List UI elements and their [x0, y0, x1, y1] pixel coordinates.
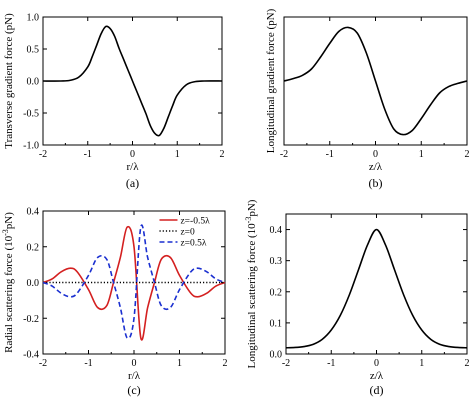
plot-frame [285, 213, 468, 355]
y-tick-label: -1.0 [23, 141, 39, 152]
y-tick-label: -0.2 [23, 314, 39, 325]
y-axis-label: Longitudinal scattering force (10-3pN) [244, 199, 258, 368]
chart-panel-d: -2 -1 0 1 2 0.0 0.1 0.2 0.3 0.4 z/λ Longitudinal sc… [244, 199, 470, 397]
series-line-b-0 [283, 26, 468, 136]
panel-label: (c) [127, 383, 140, 397]
series-line-c-2 [42, 224, 226, 340]
x-tick-label: -1 [84, 358, 92, 369]
y-tick-label: 0.0 [27, 278, 40, 289]
y-axis-label: Transverse gradient force (pN) [3, 13, 15, 149]
x-tick-label: -2 [282, 358, 290, 369]
x-tick-label: 1 [177, 358, 182, 369]
chart-panel-a: -2 -1 0 1 2 -1.0 -0.5 0.0 0.5 1.0 r/λ Transverse gr… [3, 13, 225, 191]
legend-entry: z=0.5λ [180, 239, 206, 249]
panel-label: (a) [126, 176, 139, 190]
series-line-a-0 [42, 25, 223, 137]
x-tick-label: 1 [419, 149, 424, 160]
legend-entry: z=-0.5λ [180, 217, 210, 227]
x-tick-label: 0 [374, 358, 379, 369]
y-tick-label: 0.0 [27, 77, 40, 88]
x-tick-label: -2 [280, 149, 288, 160]
chart-panel-b: -2 -1 0 1 2 z/λ Longitudinal gradient force (p… [265, 8, 470, 190]
y-axis-label-main: Radial scattering force (10 [3, 235, 15, 352]
y-axis-label-main: Longitudinal scattering force (10 [246, 223, 258, 369]
x-tick-label: 0 [132, 358, 137, 369]
y-tick-label: 0.1 [270, 318, 283, 329]
series-line-c-0 [42, 225, 226, 341]
y-axis-label: Radial scattering force (10-3pN) [1, 212, 15, 353]
y-tick-label: 1.0 [27, 13, 40, 24]
x-tick-label: 0 [373, 149, 378, 160]
x-axis-label: z/λ [369, 161, 383, 173]
panel-label: (d) [370, 383, 384, 397]
y-axis-label-sup: -3 [244, 217, 253, 224]
y-tick-label: 0.2 [27, 242, 40, 253]
x-tick-label: -1 [326, 149, 334, 160]
chart-panel-c: -2 -1 0 1 2 -0.4 -0.2 0.0 0.2 0.4 r/λ Radial scatte… [1, 207, 228, 398]
x-tick-label: -2 [39, 358, 47, 369]
y-tick-label: 0.3 [270, 256, 283, 267]
x-axis-label: z/λ [370, 370, 384, 382]
legend: z=-0.5λz=0z=0.5λ [159, 217, 210, 249]
x-axis-label: r/λ [126, 161, 139, 173]
y-tick-label: 0.5 [27, 45, 40, 56]
x-tick-label: -1 [327, 358, 335, 369]
y-axis-label-sup: -3 [1, 229, 10, 236]
x-tick-label: 1 [419, 358, 424, 369]
x-tick-label: 1 [175, 149, 180, 160]
x-tick-label: 2 [465, 149, 470, 160]
y-axis-label-tail: pN) [246, 199, 258, 216]
y-axis-label: Longitudinal gradient force (pN) [265, 8, 277, 153]
x-tick-label: 2 [223, 358, 228, 369]
x-tick-label: 2 [465, 358, 470, 369]
y-tick-label: -0.5 [23, 109, 39, 120]
y-tick-label: 0.4 [27, 207, 40, 218]
panel-label: (b) [369, 176, 383, 190]
x-tick-label: -1 [84, 149, 92, 160]
y-tick-label: 0.4 [270, 225, 283, 236]
y-tick-label: -0.4 [23, 350, 39, 361]
series-line-d-0 [285, 228, 468, 349]
y-tick-label: 0.2 [270, 287, 283, 298]
y-tick-label: 0.0 [270, 350, 283, 361]
x-axis-label: r/λ [128, 370, 141, 382]
x-tick-label: 0 [130, 149, 135, 160]
x-tick-label: -2 [39, 149, 47, 160]
legend-entry: z=0 [180, 228, 195, 238]
x-tick-label: 2 [220, 149, 225, 160]
y-axis-label-tail: pN) [3, 212, 15, 229]
